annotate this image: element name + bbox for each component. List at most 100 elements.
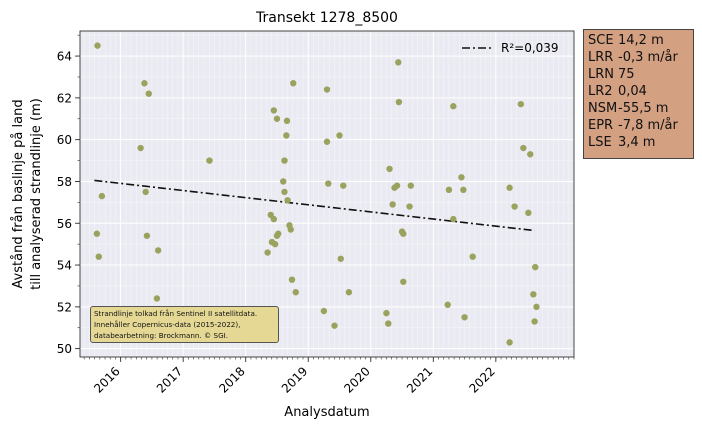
y-axis-label-line-2: till analyserad strandlinje (m): [29, 98, 44, 290]
y-axis-label-line-1: Avstånd från baslinje på land: [11, 99, 26, 288]
data-point: [288, 276, 296, 283]
data-points: [93, 42, 540, 346]
stat-value: -7,8 m/år: [618, 118, 678, 133]
note-line-1: Strandlinje tolkad från Sentinel II sate…: [94, 309, 258, 318]
chart-title: Transekt 1278_8500: [255, 10, 398, 26]
data-point: [98, 192, 106, 200]
trendline-layer: [94, 179, 535, 232]
data-point: [145, 90, 152, 97]
data-point: [340, 182, 347, 189]
data-point: [154, 247, 162, 254]
stat-value: -55,5 m: [618, 101, 669, 116]
data-source-note: Strandlinje tolkad från Sentinel II sate…: [90, 306, 279, 343]
legend-label: R²=0,039: [501, 41, 559, 55]
data-point: [527, 151, 534, 158]
data-point: [290, 80, 297, 87]
data-point: [153, 295, 161, 302]
trendline: [94, 179, 535, 232]
stat-key: LRN: [588, 67, 614, 82]
data-point: [406, 203, 413, 210]
x-tick-label: 2022: [466, 364, 497, 395]
data-point: [345, 289, 353, 296]
x-tick-label: 2016: [91, 364, 122, 395]
note-line-3: databearbetning: Brockmann. © SGI.: [94, 331, 229, 340]
data-point: [270, 107, 278, 114]
x-tick-label: 2021: [404, 364, 435, 395]
data-point: [137, 144, 144, 152]
data-point: [273, 115, 281, 122]
data-point: [336, 132, 343, 139]
data-point: [281, 157, 288, 164]
data-point: [395, 59, 402, 66]
stat-value: -0,3 m/år: [618, 50, 678, 65]
data-point: [532, 263, 539, 271]
y-tick-label: 58: [57, 175, 72, 189]
grid: [80, 31, 575, 357]
data-point: [280, 178, 287, 185]
x-tick-label: 2019: [279, 364, 310, 395]
data-point: [393, 182, 401, 189]
data-point: [142, 188, 149, 196]
stat-row-epr: EPR -7,8 m/år: [588, 117, 693, 134]
stat-value: 0,04: [618, 84, 647, 99]
legend: R²=0,039: [462, 41, 559, 55]
data-point: [93, 230, 101, 237]
y-tick-label: 56: [57, 217, 72, 231]
data-point: [525, 209, 532, 217]
data-point: [331, 322, 338, 329]
stat-key: EPR: [588, 118, 614, 133]
data-point: [281, 188, 288, 196]
x-tick-label: 2017: [154, 364, 185, 395]
data-point: [283, 117, 291, 125]
data-point: [337, 255, 344, 262]
data-point: [320, 307, 328, 315]
data-point: [460, 186, 467, 194]
data-point: [389, 201, 396, 208]
data-point: [400, 278, 407, 285]
stat-key: SCE: [588, 33, 614, 48]
stat-row-lr2: LR2 0,04: [588, 83, 693, 100]
data-point: [506, 184, 513, 191]
data-point: [407, 182, 414, 189]
data-point: [206, 157, 213, 164]
y-tick-label: 60: [57, 133, 72, 147]
stat-row-lrr: LRR -0,3 m/år: [588, 49, 693, 66]
x-axis-label: Analysdatum: [284, 405, 369, 420]
data-point: [143, 232, 151, 239]
data-point: [283, 132, 290, 139]
y-tick-label: 62: [57, 91, 72, 105]
data-point: [400, 230, 407, 237]
data-point: [264, 249, 271, 256]
data-point: [531, 318, 538, 325]
note-line-2: Innehåller Copernicus-data (2015-2022),: [94, 320, 241, 329]
statistics-box: SCE 14,2 m LRR -0,3 m/år LRN 75 LR2 0,04 NSM-55,…: [583, 29, 694, 159]
data-point: [520, 144, 527, 152]
data-point: [445, 186, 453, 194]
data-point: [395, 98, 403, 106]
stat-key: LRR: [588, 50, 614, 65]
data-point: [292, 289, 299, 296]
x-tick-label: 2018: [216, 364, 247, 395]
data-point: [385, 320, 392, 327]
data-point: [511, 203, 518, 210]
data-point: [287, 226, 294, 233]
data-point: [461, 314, 468, 321]
stat-row-lse: LSE 3,4 m: [588, 134, 693, 151]
data-point: [323, 138, 331, 145]
stat-row-sce: SCE 14,2 m: [588, 32, 693, 49]
stat-row-lrn: LRN 75: [588, 66, 693, 83]
stat-value: 75: [618, 67, 635, 82]
x-tick-label: 2020: [341, 364, 372, 395]
plot-frame: [79, 30, 575, 358]
data-point: [386, 165, 393, 173]
data-point: [270, 215, 278, 223]
stat-key: LR2: [588, 84, 613, 99]
stat-row-nsm: NSM-55,5 m: [588, 100, 693, 117]
data-point: [271, 240, 279, 248]
stat-value: 3,4 m: [618, 135, 656, 150]
data-point: [383, 309, 390, 317]
data-point: [94, 42, 101, 49]
stat-key: LSE: [588, 135, 612, 150]
data-point: [450, 215, 457, 223]
